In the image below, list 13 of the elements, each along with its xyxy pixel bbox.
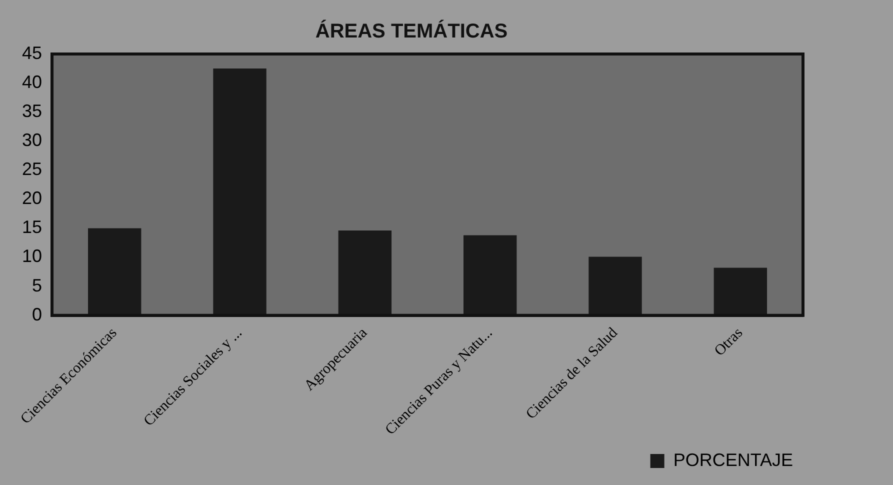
y-tick-label: 45 (22, 42, 42, 63)
y-tick-label: 20 (22, 188, 42, 208)
x-tick-label: Otras (712, 324, 746, 360)
legend-label: PORCENTAJE (673, 450, 794, 470)
y-tick-label: 5 (32, 275, 42, 296)
y-tick-label: 10 (22, 246, 42, 266)
y-tick-label: 30 (22, 130, 42, 150)
y-tick-label: 35 (22, 101, 42, 122)
y-tick-label: 25 (22, 159, 42, 180)
y-tick-label: 0 (32, 304, 42, 324)
y-tick-label: 40 (22, 72, 42, 92)
chart-title: ÁREAS TEMÁTICAS (315, 20, 508, 43)
y-tick-label: 15 (22, 217, 42, 238)
